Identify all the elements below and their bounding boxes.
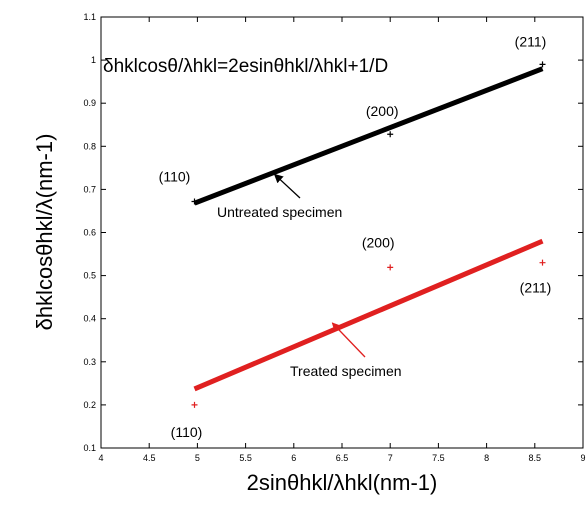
x-axis-title: 2sinθhkl/λhkl(nm-1): [247, 470, 438, 495]
point-labels: (110) (200) (211) (110) (200) (211): [159, 33, 552, 439]
annotation-label: Treated specimen: [290, 363, 402, 379]
annotation-arrow: [331, 322, 366, 358]
point-label: (110): [159, 168, 191, 184]
point-label: (110): [171, 424, 203, 440]
y-tick-label: 0.8: [83, 141, 96, 151]
annotation-label: Untreated specimen: [217, 204, 342, 220]
axis-ticks: 4 4.5 5 5.5 6 6.5 7 7.5 8 8.5 9 0.1 0.2 0.3 0.4 0.5 0.6 0…: [83, 12, 585, 463]
annotation-arrow: [273, 173, 301, 199]
y-tick-label: 0.3: [83, 357, 96, 367]
point-label: (211): [515, 33, 547, 49]
y-tick-label: 0.1: [83, 443, 96, 453]
data-point: [539, 61, 546, 68]
data-point: [191, 401, 198, 408]
data-point: [387, 264, 394, 271]
data-point: [191, 198, 198, 205]
y-axis-title: δhklcosθhkl/λ(nm-1): [32, 134, 57, 331]
x-tick-label: 6.5: [336, 453, 349, 463]
fit-line-series-1: [193, 66, 544, 206]
fit-line-series-2: [193, 238, 544, 392]
point-label: (211): [520, 280, 552, 296]
y-tick-label: 0.2: [83, 400, 96, 410]
fit-lines: [193, 66, 544, 392]
x-tick-label: 4.5: [143, 453, 156, 463]
y-tick-label: 0.6: [83, 228, 96, 238]
x-tick-label: 8.5: [529, 453, 542, 463]
point-label: (200): [366, 103, 399, 119]
equation-text: δhklcosθ/λhkl=2esinθhkl/λhkl+1/D: [103, 56, 388, 77]
y-tick-label: 0.9: [83, 98, 96, 108]
x-tick-label: 7: [388, 453, 393, 463]
y-tick-label: 1: [91, 55, 96, 65]
x-tick-label: 8: [484, 453, 489, 463]
data-point: [539, 259, 546, 266]
y-tick-label: 1.1: [83, 12, 96, 22]
x-tick-label: 6: [291, 453, 296, 463]
point-label: (200): [362, 234, 395, 250]
data-point: [387, 131, 394, 138]
y-tick-label: 0.7: [83, 184, 96, 194]
y-tick-label: 0.4: [83, 314, 96, 324]
annotations: Untreated specimen Treated specimen: [217, 173, 402, 379]
x-tick-label: 5: [195, 453, 200, 463]
y-tick-label: 0.5: [83, 271, 96, 281]
x-tick-label: 7.5: [432, 453, 445, 463]
data-markers: [191, 61, 546, 408]
x-tick-label: 9: [580, 453, 585, 463]
x-tick-label: 5.5: [239, 453, 252, 463]
x-tick-label: 4: [98, 453, 103, 463]
